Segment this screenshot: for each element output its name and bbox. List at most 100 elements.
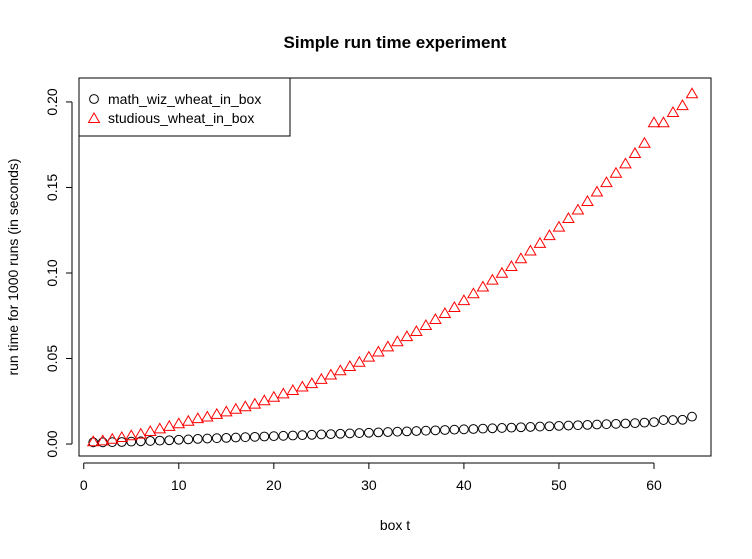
data-point-triangle — [657, 116, 670, 128]
data-point-triangle — [314, 372, 328, 384]
y-tick-label: 0.20 — [44, 88, 60, 115]
data-point-triangle — [210, 407, 224, 419]
data-point-circle — [173, 434, 184, 445]
data-point-triangle — [533, 236, 547, 248]
data-point-triangle — [609, 166, 623, 178]
data-point-circle — [335, 428, 346, 439]
data-point-triangle — [628, 147, 642, 159]
data-point-triangle — [86, 435, 100, 447]
data-point-triangle — [362, 350, 376, 362]
data-point-circle — [373, 427, 384, 438]
data-point-triangle — [410, 324, 423, 336]
data-point-circle — [164, 435, 175, 446]
data-point-circle — [278, 430, 289, 441]
data-point-circle — [516, 422, 526, 433]
data-point-triangle — [219, 405, 233, 417]
legend-circle-marker — [89, 94, 99, 104]
data-point-circle — [668, 415, 678, 425]
data-point-triangle — [476, 280, 490, 292]
data-point-circle — [230, 432, 241, 443]
data-point-triangle — [172, 417, 186, 429]
data-point-circle — [249, 431, 260, 442]
data-point-triangle — [647, 116, 661, 128]
data-point-triangle — [305, 377, 319, 389]
legend-triangle-marker — [87, 112, 101, 123]
data-point-circle — [287, 430, 298, 441]
y-tick-label: 0.15 — [44, 174, 60, 201]
data-point-triangle — [324, 368, 338, 380]
data-point-circle — [649, 417, 659, 428]
legend-label-math-wiz: math_wiz_wheat_in_box — [108, 91, 261, 107]
data-point-triangle — [229, 402, 243, 414]
data-point-triangle — [372, 345, 385, 357]
x-tick-label: 40 — [456, 477, 472, 493]
y-axis: 0.00 0.05 0.10 0.15 0.20 — [44, 88, 73, 458]
data-point-triangle — [486, 273, 499, 285]
data-point-circle — [506, 422, 517, 433]
data-point-circle — [259, 431, 270, 442]
data-point-triangle — [562, 212, 575, 224]
data-point-circle — [525, 422, 536, 432]
data-point-circle — [620, 418, 631, 429]
data-point-circle — [439, 425, 450, 435]
y-tick-label: 0.05 — [44, 345, 60, 372]
data-point-circle — [135, 436, 146, 447]
y-tick-label: 0.10 — [44, 259, 60, 286]
data-point-triangle — [343, 360, 357, 372]
x-axis-label: box t — [380, 517, 410, 533]
legend: math_wiz_wheat_in_box studious_wheat_in_… — [78, 77, 291, 137]
data-point-triangle — [619, 157, 632, 169]
data-point-circle — [535, 421, 545, 432]
data-point-triangle — [191, 412, 205, 424]
data-point-circle — [268, 431, 279, 442]
data-point-triangle — [181, 414, 195, 426]
data-point-triangle — [429, 312, 442, 324]
data-point-triangle — [400, 330, 414, 342]
x-tick-label: 10 — [171, 477, 187, 493]
data-point-triangle — [571, 203, 585, 215]
data-point-triangle — [96, 434, 110, 446]
y-axis-label: run time for 1000 runs (in seconds) — [5, 158, 21, 375]
data-point-triangle — [134, 427, 148, 439]
data-point-circle — [211, 433, 222, 444]
data-point-circle — [316, 429, 327, 440]
data-point-triangle — [115, 430, 129, 442]
x-tick-label: 30 — [361, 477, 377, 493]
data-point-triangle — [600, 176, 613, 188]
legend-box — [78, 77, 291, 137]
data-point-circle — [306, 429, 317, 440]
data-point-triangle — [333, 364, 347, 376]
x-tick-label: 20 — [266, 477, 282, 493]
data-point-triangle — [467, 287, 480, 299]
data-point-circle — [88, 437, 99, 448]
data-point-circle — [459, 424, 469, 435]
data-point-circle — [145, 436, 156, 446]
legend-label-studious: studious_wheat_in_box — [108, 110, 254, 126]
data-point-circle — [478, 423, 488, 434]
data-point-circle — [354, 428, 365, 438]
data-point-triangle — [495, 266, 509, 278]
data-point-triangle — [590, 185, 604, 197]
data-point-triangle — [295, 380, 309, 392]
data-point-circle — [363, 427, 374, 438]
data-point-triangle — [286, 383, 300, 395]
data-point-triangle — [552, 220, 566, 232]
data-point-circle — [202, 433, 213, 444]
plot-frame — [78, 77, 712, 457]
data-point-circle — [639, 417, 650, 428]
data-point-triangle — [438, 306, 452, 318]
data-point-triangle — [200, 410, 214, 422]
data-point-circle — [687, 411, 697, 422]
data-point-circle — [611, 418, 621, 429]
data-point-circle — [192, 433, 203, 444]
data-point-circle — [392, 426, 403, 437]
data-point-triangle — [543, 229, 556, 241]
data-point-circle — [221, 432, 232, 443]
data-point-circle — [449, 424, 460, 435]
data-point-triangle — [381, 340, 395, 352]
data-point-triangle — [581, 194, 594, 206]
data-point-circle — [240, 432, 251, 443]
data-point-triangle — [238, 400, 252, 412]
data-point-triangle — [685, 87, 699, 99]
